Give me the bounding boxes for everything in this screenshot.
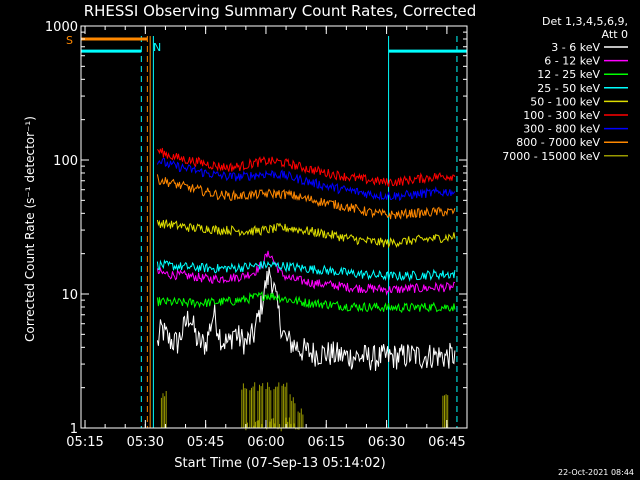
series-line — [156, 259, 456, 282]
plot-frame — [80, 25, 468, 429]
legend-label: 6 - 12 keV — [544, 55, 600, 68]
axes: 05:15 05:30 05:45 06:00 06:15 06:30 06:45 1 10 10… — [45, 20, 468, 450]
legend-label: 25 - 50 keV — [537, 82, 600, 95]
series-50-100kev — [156, 219, 456, 249]
legend-label: 100 - 300 keV — [523, 109, 600, 122]
y-axis-label: Corrected Count Rate (s⁻¹ detector⁻¹) — [23, 116, 37, 342]
legend-label: 50 - 100 keV — [530, 95, 600, 108]
series-line — [156, 157, 456, 202]
legend-header-line-1: Det 1,3,4,5,6,9, — [542, 15, 628, 28]
x-tick-label: 05:15 — [66, 435, 103, 450]
legend-label: 7000 - 15000 keV — [502, 150, 600, 163]
legend-label: 12 - 25 keV — [537, 68, 600, 81]
state-bars — [81, 37, 467, 53]
series-3-6kev — [156, 266, 456, 371]
series-line — [156, 290, 456, 314]
x-tick-label: 06:15 — [308, 435, 345, 450]
x-tick-label: 06:30 — [368, 435, 405, 450]
data-series — [156, 147, 456, 432]
y-tick-label: 10 — [61, 288, 78, 303]
series-line — [156, 219, 456, 249]
y-tick-label: 1 — [70, 422, 78, 437]
legend-label: 300 - 800 keV — [523, 123, 600, 136]
series-line — [156, 174, 456, 220]
x-axis-label: Start Time (07-Sep-13 05:14:02) — [174, 456, 385, 471]
series-line — [160, 382, 449, 432]
series-12-25kev — [156, 290, 456, 314]
y-tick-label: 100 — [53, 154, 78, 169]
footer-date: 22-Oct-2021 08:44 — [558, 468, 634, 477]
chart-title: RHESSI Observing Summary Count Rates, Co… — [84, 2, 477, 20]
x-tick-label: 05:30 — [127, 435, 164, 450]
x-tick-label: 05:45 — [187, 435, 224, 450]
x-tick-label: 06:00 — [247, 435, 284, 450]
legend-header-line-2: Att 0 — [602, 28, 628, 41]
annotation-s: S — [66, 34, 73, 47]
series-6-12kev — [156, 250, 455, 296]
series-line — [156, 250, 455, 296]
series-25-50kev — [156, 259, 456, 282]
series-line — [156, 266, 456, 371]
series-7000-15000kev — [160, 382, 449, 432]
y-tick-label: 1000 — [45, 20, 78, 35]
legend-label: 3 - 6 keV — [551, 41, 600, 54]
series-300-800kev — [156, 157, 456, 202]
series-100-300kev — [157, 147, 456, 187]
series-line — [157, 147, 456, 187]
x-tick-label: 06:45 — [428, 435, 465, 450]
legend-label: 800 - 7000 keV — [516, 136, 600, 149]
series-800-7000kev — [156, 174, 456, 220]
annotation-n: N — [153, 41, 161, 54]
